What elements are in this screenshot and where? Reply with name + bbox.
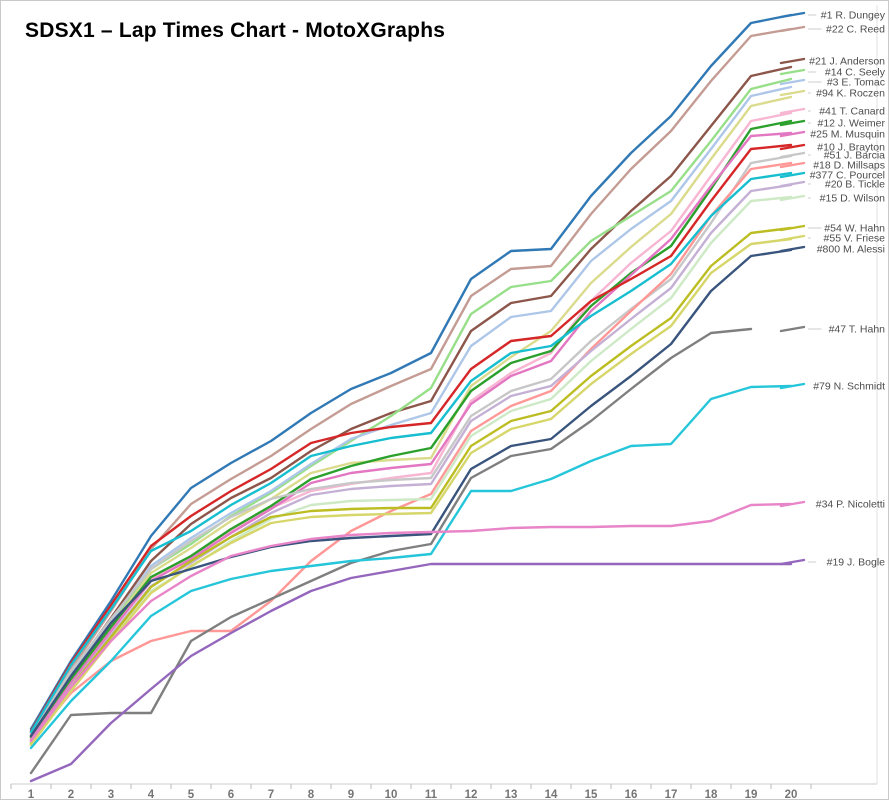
- legend-label[interactable]: #14 C. Seely: [825, 67, 886, 79]
- legend-label[interactable]: #12 J. Weimer: [818, 118, 886, 130]
- legend-swatch: [779, 25, 806, 33]
- legend-swatch: [779, 107, 806, 115]
- x-tick-label: 19: [745, 789, 758, 799]
- legend-swatch: [779, 161, 806, 169]
- x-tick-label: 8: [308, 789, 315, 799]
- x-tick-label: 11: [425, 789, 438, 799]
- legend-swatch: [779, 500, 806, 508]
- series-line: [29, 502, 793, 743]
- series-line: [29, 95, 793, 740]
- legend-swatch: [779, 180, 806, 188]
- series-line: [29, 131, 793, 742]
- legend-swatch: [779, 325, 806, 333]
- x-tick-label: 6: [228, 789, 234, 799]
- legend-label[interactable]: #15 D. Wilson: [820, 193, 886, 205]
- legend-label[interactable]: #800 M. Alessi: [817, 244, 885, 256]
- series-line: [29, 111, 793, 741]
- x-tick-label: 20: [785, 789, 798, 799]
- x-tick-label: 1: [28, 789, 35, 799]
- legend-swatch: [779, 119, 806, 127]
- legend-swatch: [779, 78, 806, 86]
- series-line: [29, 171, 793, 734]
- legend-label[interactable]: #94 K. Roczen: [816, 88, 885, 100]
- legend-swatch: [779, 382, 806, 390]
- legend-swatch: [779, 68, 806, 76]
- legend-label[interactable]: #47 T. Hahn: [829, 324, 886, 336]
- series-line: [29, 161, 793, 743]
- series-line: [29, 226, 793, 746]
- x-tick-label: 2: [68, 789, 74, 799]
- legend-label[interactable]: #55 V. Friese: [824, 233, 886, 245]
- legend-label[interactable]: #51 J. Barcia: [824, 150, 885, 162]
- legend-label[interactable]: #22 C. Reed: [826, 24, 885, 36]
- series-line: [29, 119, 793, 739]
- series-line: [29, 154, 793, 736]
- series-line: [29, 27, 793, 735]
- legend-label[interactable]: #3 E. Tomac: [827, 77, 885, 89]
- legend-label[interactable]: #10 J. Brayton: [817, 142, 885, 154]
- legend-swatch: [779, 194, 806, 202]
- x-tick-label: 14: [545, 789, 558, 799]
- legend-swatch: [779, 558, 806, 566]
- legend-label[interactable]: #19 J. Bogle: [827, 557, 886, 569]
- x-tick-label: 3: [108, 789, 114, 799]
- legend-swatch: [779, 171, 806, 179]
- legend-swatch: [779, 245, 806, 253]
- x-tick-label: 5: [188, 789, 195, 799]
- x-tick-label: 13: [505, 789, 518, 799]
- x-tick-label: 4: [148, 789, 155, 799]
- legend-swatch: [779, 224, 806, 232]
- x-tick-label: 18: [705, 789, 718, 799]
- legend-swatch: [779, 11, 806, 19]
- series-line: [29, 85, 793, 738]
- x-tick-label: 15: [585, 789, 598, 799]
- series-line: [29, 13, 793, 731]
- series-line: [29, 327, 753, 775]
- series-line: [29, 143, 793, 733]
- series-line: [29, 195, 793, 745]
- legend-label[interactable]: #1 R. Dungey: [821, 10, 886, 22]
- legend-label[interactable]: #25 M. Musquin: [810, 129, 885, 141]
- x-tick-label: 16: [625, 789, 638, 799]
- x-tick-label: 10: [385, 789, 398, 799]
- series-line: [29, 562, 793, 783]
- legend-label[interactable]: #20 B. Tickle: [825, 179, 885, 191]
- legend-label[interactable]: #377 C. Pourcel: [810, 170, 885, 182]
- legend-label[interactable]: #21 J. Anderson: [809, 56, 885, 68]
- series-line: [29, 248, 793, 738]
- x-tick-label: 17: [665, 789, 678, 799]
- legend-swatch: [779, 151, 806, 159]
- chart-title: SDSX1 – Lap Times Chart - MotoXGraphs: [25, 19, 446, 42]
- legend-label[interactable]: #41 T. Canard: [819, 106, 885, 118]
- legend-swatch: [779, 89, 806, 97]
- legend-label[interactable]: #54 W. Hahn: [824, 223, 885, 235]
- x-tick-label: 9: [348, 789, 354, 799]
- x-tick-label: 12: [465, 789, 478, 799]
- legend-swatch: [779, 143, 806, 151]
- series-line: [29, 384, 793, 750]
- series-line: [29, 237, 793, 747]
- legend-label[interactable]: #34 P. Nicoletti: [816, 499, 885, 511]
- legend-label[interactable]: #18 D. Millsaps: [813, 160, 885, 172]
- legend-swatch: [779, 57, 806, 65]
- x-tick-label: 7: [268, 789, 274, 799]
- series-line: [29, 65, 793, 737]
- legend-swatch: [779, 130, 806, 138]
- legend-label[interactable]: #79 N. Schmidt: [813, 381, 885, 393]
- legend-swatch: [779, 234, 806, 242]
